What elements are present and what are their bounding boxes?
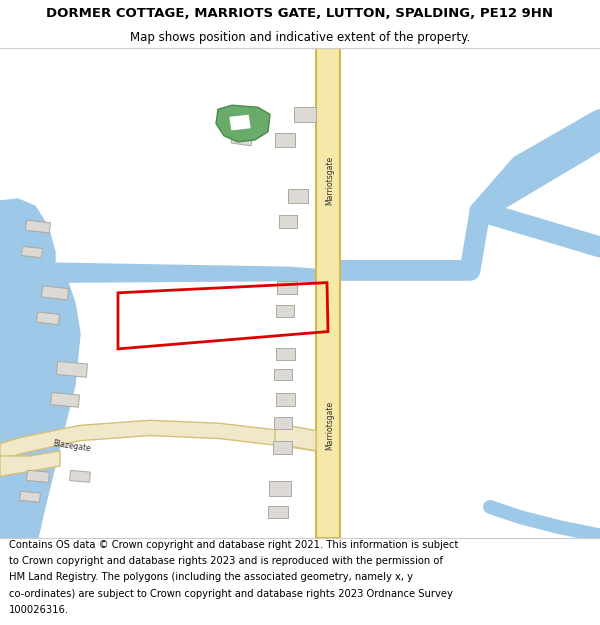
FancyBboxPatch shape bbox=[274, 418, 292, 429]
Text: Marriotsgate: Marriotsgate bbox=[325, 401, 335, 450]
FancyBboxPatch shape bbox=[279, 216, 297, 227]
FancyBboxPatch shape bbox=[50, 392, 79, 408]
Polygon shape bbox=[230, 116, 250, 129]
FancyBboxPatch shape bbox=[277, 281, 297, 294]
Text: DORMER COTTAGE, MARRIOTS GATE, LUTTON, SPALDING, PE12 9HN: DORMER COTTAGE, MARRIOTS GATE, LUTTON, S… bbox=[47, 7, 554, 20]
FancyBboxPatch shape bbox=[275, 348, 295, 360]
Text: Map shows position and indicative extent of the property.: Map shows position and indicative extent… bbox=[130, 31, 470, 44]
Text: HM Land Registry. The polygons (including the associated geometry, namely x, y: HM Land Registry. The polygons (includin… bbox=[9, 572, 413, 582]
FancyBboxPatch shape bbox=[26, 470, 49, 482]
FancyBboxPatch shape bbox=[288, 189, 308, 202]
Polygon shape bbox=[0, 272, 80, 538]
FancyBboxPatch shape bbox=[274, 369, 292, 380]
FancyBboxPatch shape bbox=[272, 441, 292, 454]
FancyBboxPatch shape bbox=[231, 130, 253, 146]
FancyBboxPatch shape bbox=[56, 361, 88, 378]
Polygon shape bbox=[0, 199, 55, 262]
Text: 100026316.: 100026316. bbox=[9, 605, 69, 615]
FancyBboxPatch shape bbox=[275, 393, 295, 406]
FancyBboxPatch shape bbox=[26, 220, 50, 233]
FancyBboxPatch shape bbox=[20, 491, 40, 502]
Text: Marriotsgate: Marriotsgate bbox=[325, 156, 335, 205]
FancyBboxPatch shape bbox=[22, 246, 43, 258]
Text: Blazegate: Blazegate bbox=[52, 439, 92, 453]
FancyBboxPatch shape bbox=[268, 506, 288, 518]
Polygon shape bbox=[0, 420, 316, 461]
Polygon shape bbox=[216, 105, 270, 142]
FancyBboxPatch shape bbox=[41, 286, 68, 300]
FancyBboxPatch shape bbox=[70, 471, 91, 482]
Text: co-ordinates) are subject to Crown copyright and database rights 2023 Ordnance S: co-ordinates) are subject to Crown copyr… bbox=[9, 589, 453, 599]
Polygon shape bbox=[0, 262, 330, 282]
Polygon shape bbox=[275, 423, 316, 451]
FancyBboxPatch shape bbox=[276, 305, 294, 318]
FancyBboxPatch shape bbox=[269, 481, 291, 496]
Text: Contains OS data © Crown copyright and database right 2021. This information is : Contains OS data © Crown copyright and d… bbox=[9, 540, 458, 550]
Text: to Crown copyright and database rights 2023 and is reproduced with the permissio: to Crown copyright and database rights 2… bbox=[9, 556, 443, 566]
Polygon shape bbox=[0, 451, 60, 476]
FancyBboxPatch shape bbox=[275, 133, 295, 146]
FancyBboxPatch shape bbox=[294, 107, 316, 121]
FancyBboxPatch shape bbox=[37, 312, 59, 324]
Polygon shape bbox=[316, 48, 340, 538]
FancyBboxPatch shape bbox=[246, 111, 270, 128]
